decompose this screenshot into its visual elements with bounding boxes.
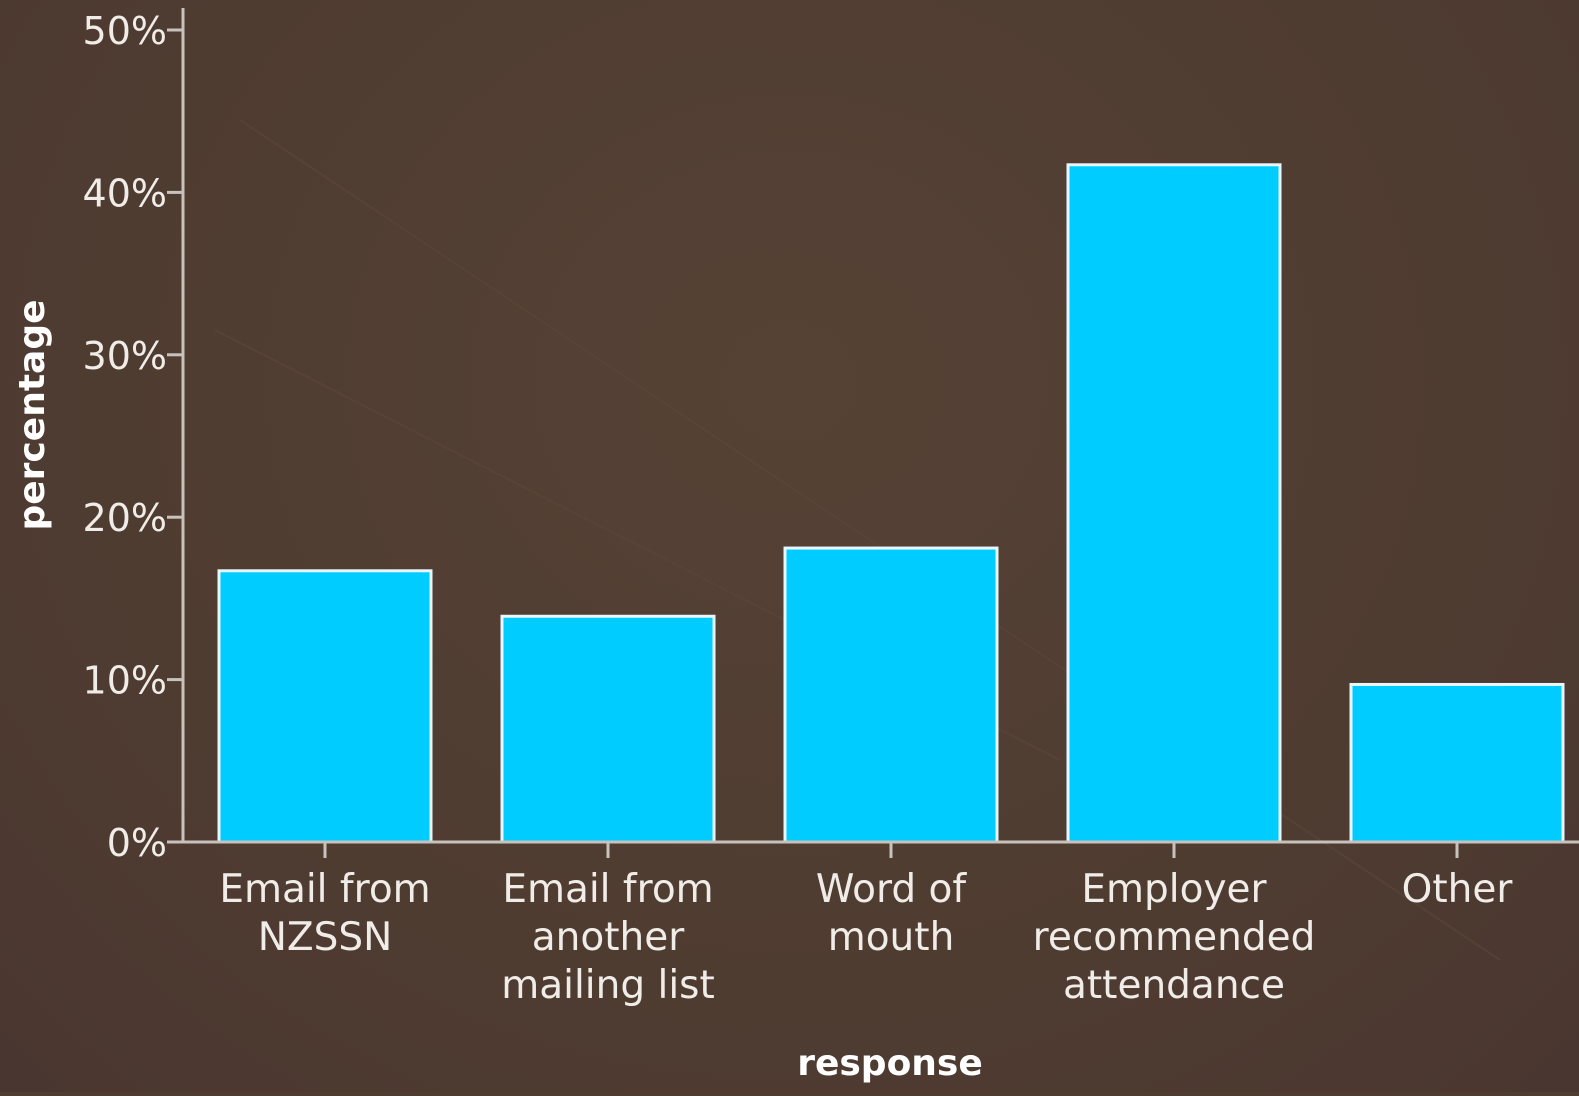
x-tick-label-line: Word of	[816, 867, 968, 912]
x-tick-label-line: recommended	[1033, 915, 1316, 960]
y-tick-label: 20%	[83, 496, 167, 540]
y-ticks-group: 0% 10% 20% 30% 40% 50%	[83, 9, 183, 865]
x-tick-label: Employer recommended attendance	[1033, 867, 1316, 1008]
bar	[1349, 682, 1565, 844]
x-tick-label: Email from another mailing list	[501, 867, 715, 1008]
axes-group	[168, 8, 1579, 844]
x-tick-label-line: NZSSN	[258, 915, 393, 960]
y-tick-label: 10%	[83, 659, 167, 703]
x-tick-label-line: Email from	[502, 867, 713, 912]
x-tick-label-line: Email from	[219, 867, 430, 912]
y-tick-label: 0%	[107, 821, 167, 865]
x-tick-label-line: mailing list	[501, 963, 715, 1008]
x-tick-label-line: another	[532, 915, 685, 960]
bars-group	[217, 163, 1565, 844]
bar	[783, 546, 999, 844]
bar	[1066, 163, 1282, 844]
x-tick-label: Word of mouth	[816, 867, 968, 960]
y-tick-label: 50%	[83, 9, 167, 53]
x-tick-label: Email from NZSSN	[219, 867, 430, 960]
bar	[217, 569, 433, 844]
y-tick-label: 30%	[83, 334, 167, 378]
x-tick-label-line: Employer	[1081, 867, 1267, 912]
x-axis-title: response	[797, 1043, 983, 1084]
y-axis-title: percentage	[12, 299, 53, 530]
bar	[500, 614, 716, 844]
x-tick-label: Other	[1402, 867, 1514, 912]
x-tick-label-line: mouth	[828, 915, 955, 960]
x-tick-label-line: Other	[1402, 867, 1514, 912]
y-tick-label: 40%	[83, 171, 167, 215]
x-tick-label-line: attendance	[1063, 963, 1285, 1008]
